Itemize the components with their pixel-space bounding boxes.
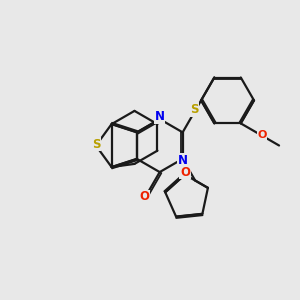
Text: O: O bbox=[180, 166, 190, 179]
Text: N: N bbox=[155, 110, 165, 123]
Text: O: O bbox=[257, 130, 266, 140]
Text: O: O bbox=[139, 190, 149, 203]
Text: S: S bbox=[190, 103, 199, 116]
Text: S: S bbox=[92, 138, 100, 151]
Text: N: N bbox=[178, 154, 188, 167]
